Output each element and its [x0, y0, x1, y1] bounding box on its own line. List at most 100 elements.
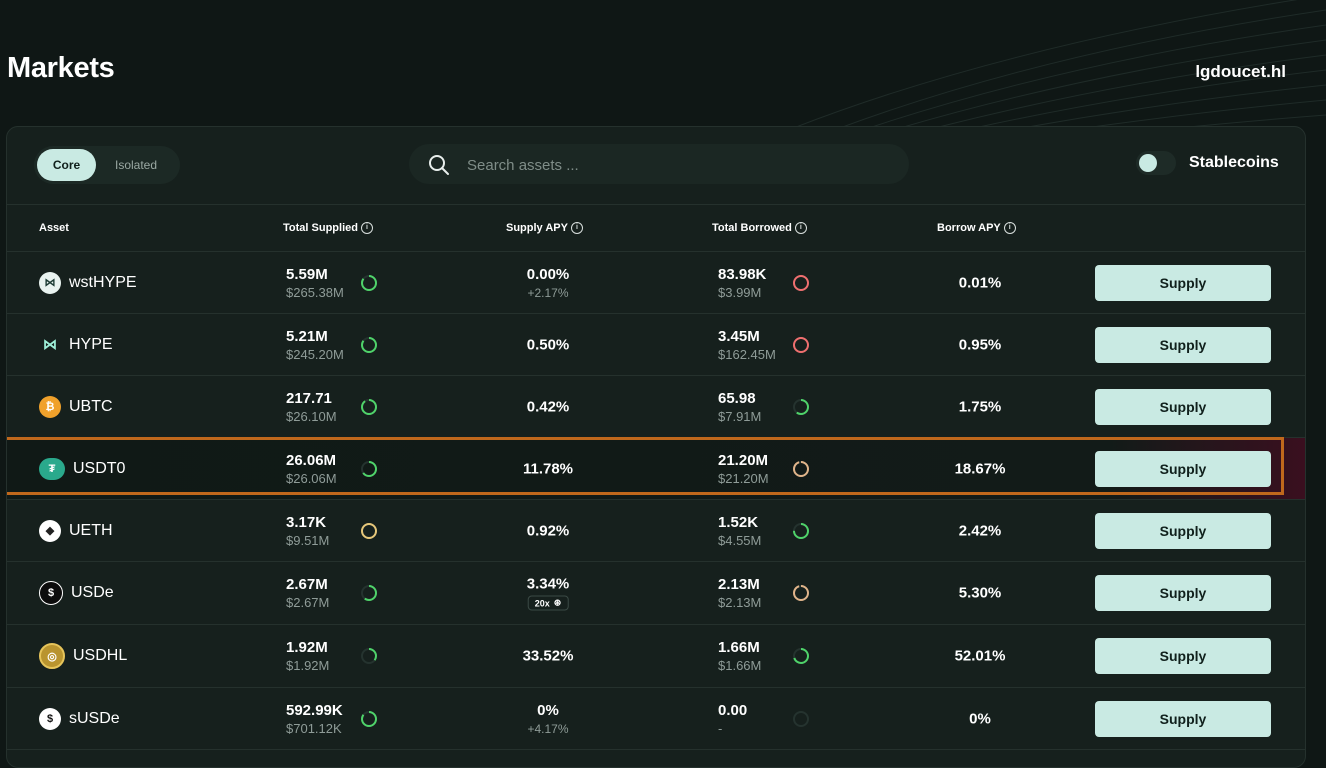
total-supplied-cell: 2.67M $2.67M: [286, 576, 329, 610]
supply-button[interactable]: Supply: [1095, 512, 1271, 549]
info-icon[interactable]: i: [570, 222, 583, 234]
header-total-supplied: Total Supplied i: [283, 222, 373, 234]
supply-utilization-ring: [361, 522, 377, 539]
info-icon[interactable]: i: [360, 222, 373, 234]
table-header: Asset Total Supplied i Supply APY i Total …: [7, 205, 1305, 252]
total-supplied-cell: 3.17K $9.51M: [286, 514, 329, 548]
table-row[interactable]: ⋈ HYPE 5.21M $245.20M 0.50% 3.45M $162.45M 0.95…: [7, 314, 1305, 376]
susde-icon: $: [39, 707, 61, 730]
total-supplied-cell: 217.71 $26.10M: [286, 390, 337, 424]
header-total-supplied-label: Total Supplied: [283, 222, 358, 234]
supplied-usd: $9.51M: [286, 532, 330, 548]
supply-apy-value: 0.00%: [526, 265, 570, 283]
header-supply-apy: Supply APY i: [506, 222, 583, 234]
search-box: [409, 144, 909, 186]
supply-button[interactable]: Supply: [1095, 264, 1271, 301]
supply-button[interactable]: Supply: [1095, 575, 1271, 611]
supply-apy-cell: 0% +4.17%: [527, 702, 568, 736]
borrow-apy-cell: 2.42%: [959, 522, 1002, 539]
asset-name: HYPE: [69, 335, 113, 353]
borrow-apy-value: 0%: [969, 710, 991, 727]
supply-button[interactable]: Supply: [1095, 638, 1271, 674]
info-icon[interactable]: i: [1003, 222, 1016, 234]
borrowed-amount: 1.66M: [718, 639, 760, 656]
table-row[interactable]: $ USDe 2.67M $2.67M 3.34% 20x ⊛ 2.13M $2.13M 5.30…: [7, 562, 1305, 625]
asset-cell: ◎ USDHL: [39, 643, 127, 669]
asset-cell: ₮ USDT0: [39, 457, 125, 480]
header-total-borrowed-label: Total Borrowed: [712, 222, 792, 234]
supply-button[interactable]: Supply: [1095, 326, 1271, 363]
supplied-usd: $26.10M: [286, 408, 337, 424]
market-type-switch: Core Isolated: [34, 146, 180, 184]
stablecoins-toggle[interactable]: [1136, 151, 1176, 175]
tab-core[interactable]: Core: [37, 149, 96, 181]
supply-button[interactable]: Supply: [1095, 700, 1271, 737]
bitcoin-icon: ₿: [39, 395, 61, 418]
table-row[interactable]: $ sUSDe 592.99K $701.12K 0% +4.17% 0.00- 0% Supp…: [7, 688, 1305, 750]
borrow-utilization-ring: [793, 710, 809, 727]
supply-apy-value: 0.92%: [526, 522, 570, 539]
borrow-utilization-ring: [793, 648, 809, 664]
supply-utilization-ring: [361, 460, 377, 477]
borrow-utilization-ring: [793, 522, 809, 539]
supplied-usd: $26.06M: [286, 470, 337, 486]
table-row[interactable]: ◆ UETH 3.17K $9.51M 0.92% 1.52K $4.55M 2.42% Sup…: [7, 500, 1305, 562]
total-borrowed-cell: 0.00-: [718, 702, 747, 736]
search-input[interactable]: [465, 144, 889, 186]
table-row[interactable]: ₿ UBTC 217.71 $26.10M 0.42% 65.98 $7.91M 1.75% S…: [7, 376, 1305, 438]
table-row[interactable]: ⋈ wstHYPE 5.59M $265.38M 0.00% +2.17% 83.98K $3…: [7, 252, 1305, 314]
usdhl-icon: ◎: [39, 643, 65, 669]
borrowed-amount: 83.98K: [718, 265, 767, 283]
supply-button[interactable]: Supply: [1095, 388, 1271, 425]
supplied-amount: 3.17K: [286, 513, 327, 531]
header-asset-label: Asset: [39, 222, 69, 234]
account-name[interactable]: lgdoucet.hl: [1195, 62, 1286, 81]
search-icon: [429, 155, 449, 175]
toolbar: Core Isolated Stablecoins: [7, 127, 1305, 205]
borrow-utilization-ring: [793, 274, 809, 291]
supply-apy-cell: 0.50%: [527, 336, 570, 353]
supply-utilization-ring: [361, 398, 377, 415]
asset-cell: $ USDe: [39, 581, 114, 605]
total-borrowed-cell: 21.20M $21.20M: [718, 452, 769, 486]
borrow-apy-cell: 0.95%: [959, 336, 1002, 353]
borrowed-usd: $3.99M: [718, 284, 762, 300]
borrowed-amount: 65.98: [718, 389, 756, 407]
supply-apy-bonus: +2.17%: [527, 285, 569, 300]
supply-utilization-ring: [361, 336, 377, 353]
borrow-apy-cell: 52.01%: [955, 648, 1006, 665]
borrow-apy-value: 0.95%: [958, 336, 1002, 353]
supply-button[interactable]: Supply: [1095, 450, 1271, 487]
borrow-apy-value: 2.42%: [958, 522, 1002, 539]
header-borrow-apy: Borrow APY i: [937, 222, 1016, 234]
supply-apy-cell: 33.52%: [523, 648, 574, 665]
total-borrowed-cell: 1.52K $4.55M: [718, 514, 761, 548]
borrow-apy-cell: 18.67%: [955, 460, 1006, 477]
highlight-frame: [7, 437, 1284, 495]
header-asset: Asset: [39, 222, 69, 234]
supplied-usd: $701.12K: [286, 720, 342, 736]
info-icon[interactable]: i: [794, 222, 807, 234]
table-row[interactable]: ₮ USDT0 26.06M $26.06M 11.78% 21.20M $21.20M 18…: [7, 437, 1305, 500]
supply-utilization-ring: [361, 585, 377, 601]
borrow-apy-value: 5.30%: [958, 584, 1002, 602]
borrowed-amount: 0.00: [718, 701, 748, 719]
ethereum-icon: ◆: [39, 519, 61, 542]
borrow-apy-cell: 0.01%: [959, 274, 1002, 291]
asset-name: UBTC: [69, 397, 113, 415]
table-row[interactable]: ◎ USDHL 1.92M $1.92M 33.52% 1.66M $1.66M 52.01%…: [7, 625, 1305, 688]
asset-name: sUSDe: [69, 709, 120, 727]
points-badge[interactable]: 20x ⊛: [527, 595, 569, 611]
tab-isolated[interactable]: Isolated: [114, 158, 158, 172]
total-borrowed-cell: 1.66M $1.66M: [718, 639, 761, 673]
total-supplied-cell: 26.06M $26.06M: [286, 452, 337, 486]
borrow-apy-value: 52.01%: [954, 647, 1006, 665]
hype-icon: ⋈: [43, 336, 57, 352]
borrow-apy-cell: 0%: [969, 710, 991, 727]
asset-name: USDe: [71, 584, 114, 601]
supply-apy-cell: 3.34% 20x ⊛: [527, 576, 569, 611]
total-supplied-cell: 1.92M $1.92M: [286, 639, 329, 673]
supply-apy-cell: 0.92%: [527, 522, 570, 539]
asset-name: wstHYPE: [69, 273, 137, 291]
supply-apy-value: 0%: [537, 701, 559, 719]
